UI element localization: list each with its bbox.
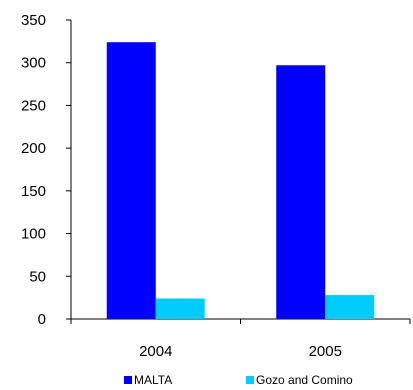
bar-gozo-and-comino-2004 bbox=[155, 298, 205, 319]
legend-item-gozo-and-comino: Gozo and Comino bbox=[246, 373, 353, 387]
bar-malta-2005 bbox=[276, 65, 326, 319]
y-tick-label-0: 0 bbox=[38, 311, 46, 328]
y-tick-label-150: 150 bbox=[21, 183, 46, 200]
y-tick-label-50: 50 bbox=[29, 268, 46, 285]
y-tick-label-250: 250 bbox=[21, 97, 46, 114]
bar-malta-2004 bbox=[106, 42, 156, 320]
y-tick-label-200: 200 bbox=[21, 140, 46, 157]
x-tick-label-2005: 2005 bbox=[309, 343, 342, 360]
bar-gozo-and-comino-2005 bbox=[325, 295, 375, 319]
bars bbox=[106, 42, 375, 320]
legend-label-gozo-and-comino: Gozo and Comino bbox=[256, 373, 353, 387]
y-tick-label-100: 100 bbox=[21, 226, 46, 243]
legend-swatch-gozo-and-comino bbox=[246, 376, 254, 384]
x-axis: 2004 2005 bbox=[70, 318, 411, 360]
legend-label-malta: MALTA bbox=[134, 373, 173, 387]
legend: MALTA Gozo and Comino bbox=[0, 373, 413, 389]
y-axis: 0 50 100 150 200 250 300 350 bbox=[21, 12, 72, 328]
legend-swatch-malta bbox=[124, 376, 132, 384]
legend-item-malta: MALTA bbox=[124, 373, 172, 387]
y-tick-label-350: 350 bbox=[21, 12, 46, 29]
y-tick-label-300: 300 bbox=[21, 55, 46, 72]
x-tick-label-2004: 2004 bbox=[139, 343, 172, 360]
